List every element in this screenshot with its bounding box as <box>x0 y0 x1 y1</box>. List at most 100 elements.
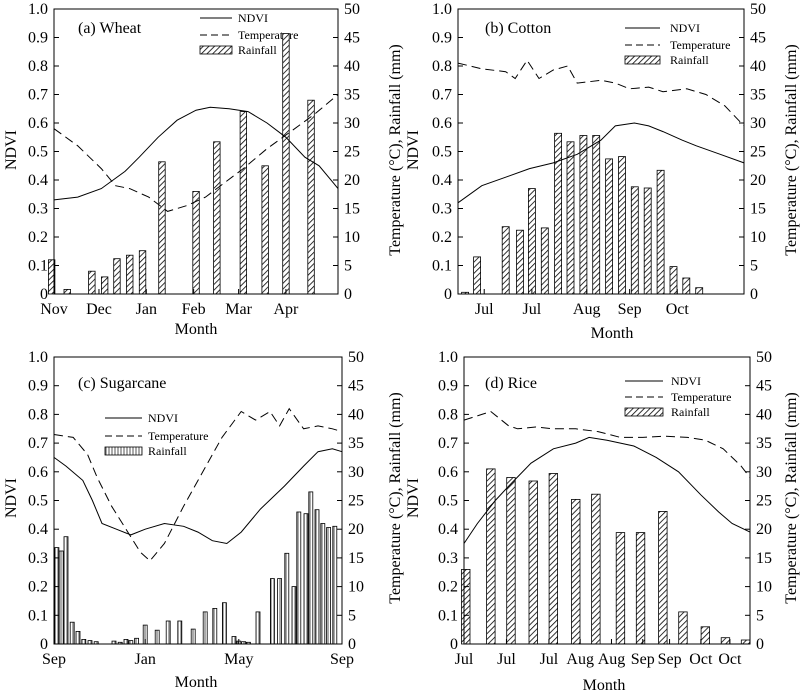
rainfall-bar <box>314 509 320 645</box>
legend-rice: NDVI Temperature Rainfall <box>624 374 731 419</box>
x-tick-label: Aug <box>573 301 601 318</box>
y-axis-title-wheat: NDVI <box>3 130 20 170</box>
legend-sugarcane: NDVI Temperature Rainfall <box>104 411 208 458</box>
y2-tick-label: 50 <box>348 349 364 366</box>
y-tick-label: 0.7 <box>28 87 48 104</box>
rainfall-bar <box>165 620 171 645</box>
y-tick-label: 1.0 <box>432 1 452 18</box>
x-tick-label: Oct <box>689 651 713 668</box>
x-tick-label: Sep <box>618 301 642 318</box>
ndvi-line <box>457 122 745 204</box>
rainfall-bar <box>87 640 93 645</box>
rainfall-bar <box>277 578 283 645</box>
y-tick-label: 0.9 <box>432 30 452 47</box>
rainfall-bar <box>669 266 678 295</box>
y-axis-title-sugarcane: NDVI <box>3 478 20 518</box>
legend-swatch-rainfall <box>624 55 661 65</box>
rainfall-bar <box>326 527 332 645</box>
y2-tick-label: 30 <box>750 115 766 132</box>
x-tick-label: Mar <box>225 301 252 318</box>
rainfall-bar <box>63 536 69 645</box>
y-tick-label: 0.7 <box>28 435 48 452</box>
y-tick-label: 0.5 <box>432 144 452 161</box>
y-tick-label: 0.6 <box>432 115 452 132</box>
rainfall-bar <box>548 473 558 645</box>
y-tick-label: 0.5 <box>28 144 48 161</box>
temperature-line <box>53 94 339 212</box>
rainfall-bar <box>58 550 64 645</box>
rainfall-bar <box>332 525 338 645</box>
rainfall-bar <box>682 277 691 295</box>
y-tick-label: 1.0 <box>438 349 458 366</box>
rainfall-bar <box>461 569 471 645</box>
y-tick-label: 0.8 <box>438 406 458 423</box>
rainfall-bar <box>154 629 160 645</box>
y-tick-label: 0.3 <box>432 201 452 218</box>
rainfall-bar <box>202 611 208 645</box>
rainfall-bar <box>255 611 261 645</box>
rainfall-bar <box>269 578 275 645</box>
x-tick-label: Aug <box>598 651 626 668</box>
y-tick-label: 0.8 <box>28 406 48 423</box>
rainfall-bar <box>700 626 710 645</box>
rainfall-bar <box>190 628 196 645</box>
temperature-line <box>457 59 745 127</box>
y2-tick-label: 40 <box>344 58 360 75</box>
rainfall-bar <box>282 33 290 295</box>
y2-axis-title-rice: Temperature (°C), Rainfall (mm) <box>783 392 800 603</box>
y2-tick-label: 0 <box>348 636 356 653</box>
rainfall-bar <box>658 510 668 645</box>
rainfall-bar <box>308 491 314 645</box>
rainfall-bar <box>231 636 237 645</box>
legend-label-ndvi: NDVI <box>148 411 178 425</box>
y2-tick-label: 30 <box>348 464 364 481</box>
legend-label-ndvi: NDVI <box>238 11 268 25</box>
legend-label-ndvi: NDVI <box>671 374 701 388</box>
rainfall-bar <box>501 226 510 295</box>
y-axis-title-cotton: NDVI <box>405 130 422 170</box>
x-tick-label: Sep <box>631 651 655 668</box>
legend-swatch-rainfall <box>104 446 143 456</box>
y2-tick-label: 0 <box>750 286 758 303</box>
rainfall-bar <box>128 640 134 645</box>
y2-tick-label: 30 <box>756 464 772 481</box>
y-tick-label: 0 <box>40 636 48 653</box>
legend-swatch-rainfall <box>624 407 664 417</box>
y-tick-label: 1.0 <box>28 1 48 18</box>
legend-label-rainfall: Rainfall <box>148 444 187 458</box>
y-tick-label: 0.3 <box>438 550 458 567</box>
rainfall-bar <box>261 165 269 295</box>
y2-tick-label: 5 <box>348 607 356 624</box>
y2-tick-label: 10 <box>348 579 364 596</box>
x-tick-label: Sep <box>42 651 66 668</box>
legend-label-temperature: Temperature <box>671 390 731 404</box>
y-tick-label: 0.9 <box>28 378 48 395</box>
x-tick-label: Oct <box>666 301 690 318</box>
y2-tick-label: 25 <box>756 493 772 510</box>
y2-tick-label: 15 <box>750 201 766 218</box>
rainfall-bar <box>138 250 147 295</box>
y2-tick-label: 5 <box>756 607 764 624</box>
rainfall-bar <box>486 468 496 645</box>
y-tick-label: 0.4 <box>28 521 48 538</box>
rainfall-bar <box>239 111 248 295</box>
y2-tick-label: 20 <box>750 172 766 189</box>
rainfall-bar <box>126 254 134 295</box>
legend-wheat: NDVI Temperature Rainfall <box>199 11 298 57</box>
rainfall-bar <box>615 532 626 645</box>
panel-title-wheat: (a) Wheat <box>78 20 142 37</box>
y2-tick-label: 20 <box>756 521 772 538</box>
panel-cotton: (b) Cotton NDVI Temperature Rainfall Mon… <box>405 20 800 342</box>
rainfall-bar <box>506 477 516 645</box>
rainfall-bar <box>307 99 315 295</box>
rainfall-bar <box>643 187 652 295</box>
x-tick-label: Jul <box>455 651 474 668</box>
y2-tick-label: 10 <box>344 229 360 246</box>
y-tick-label: 0.2 <box>432 229 452 246</box>
rainfall-bar <box>678 611 688 645</box>
y-tick-label: 0.2 <box>438 579 458 596</box>
x-tick-label: Jul <box>497 651 516 668</box>
legend-label-rainfall: Rainfall <box>670 53 709 67</box>
x-tick-label: Dec <box>86 301 112 318</box>
y2-tick-label: 25 <box>344 144 360 161</box>
